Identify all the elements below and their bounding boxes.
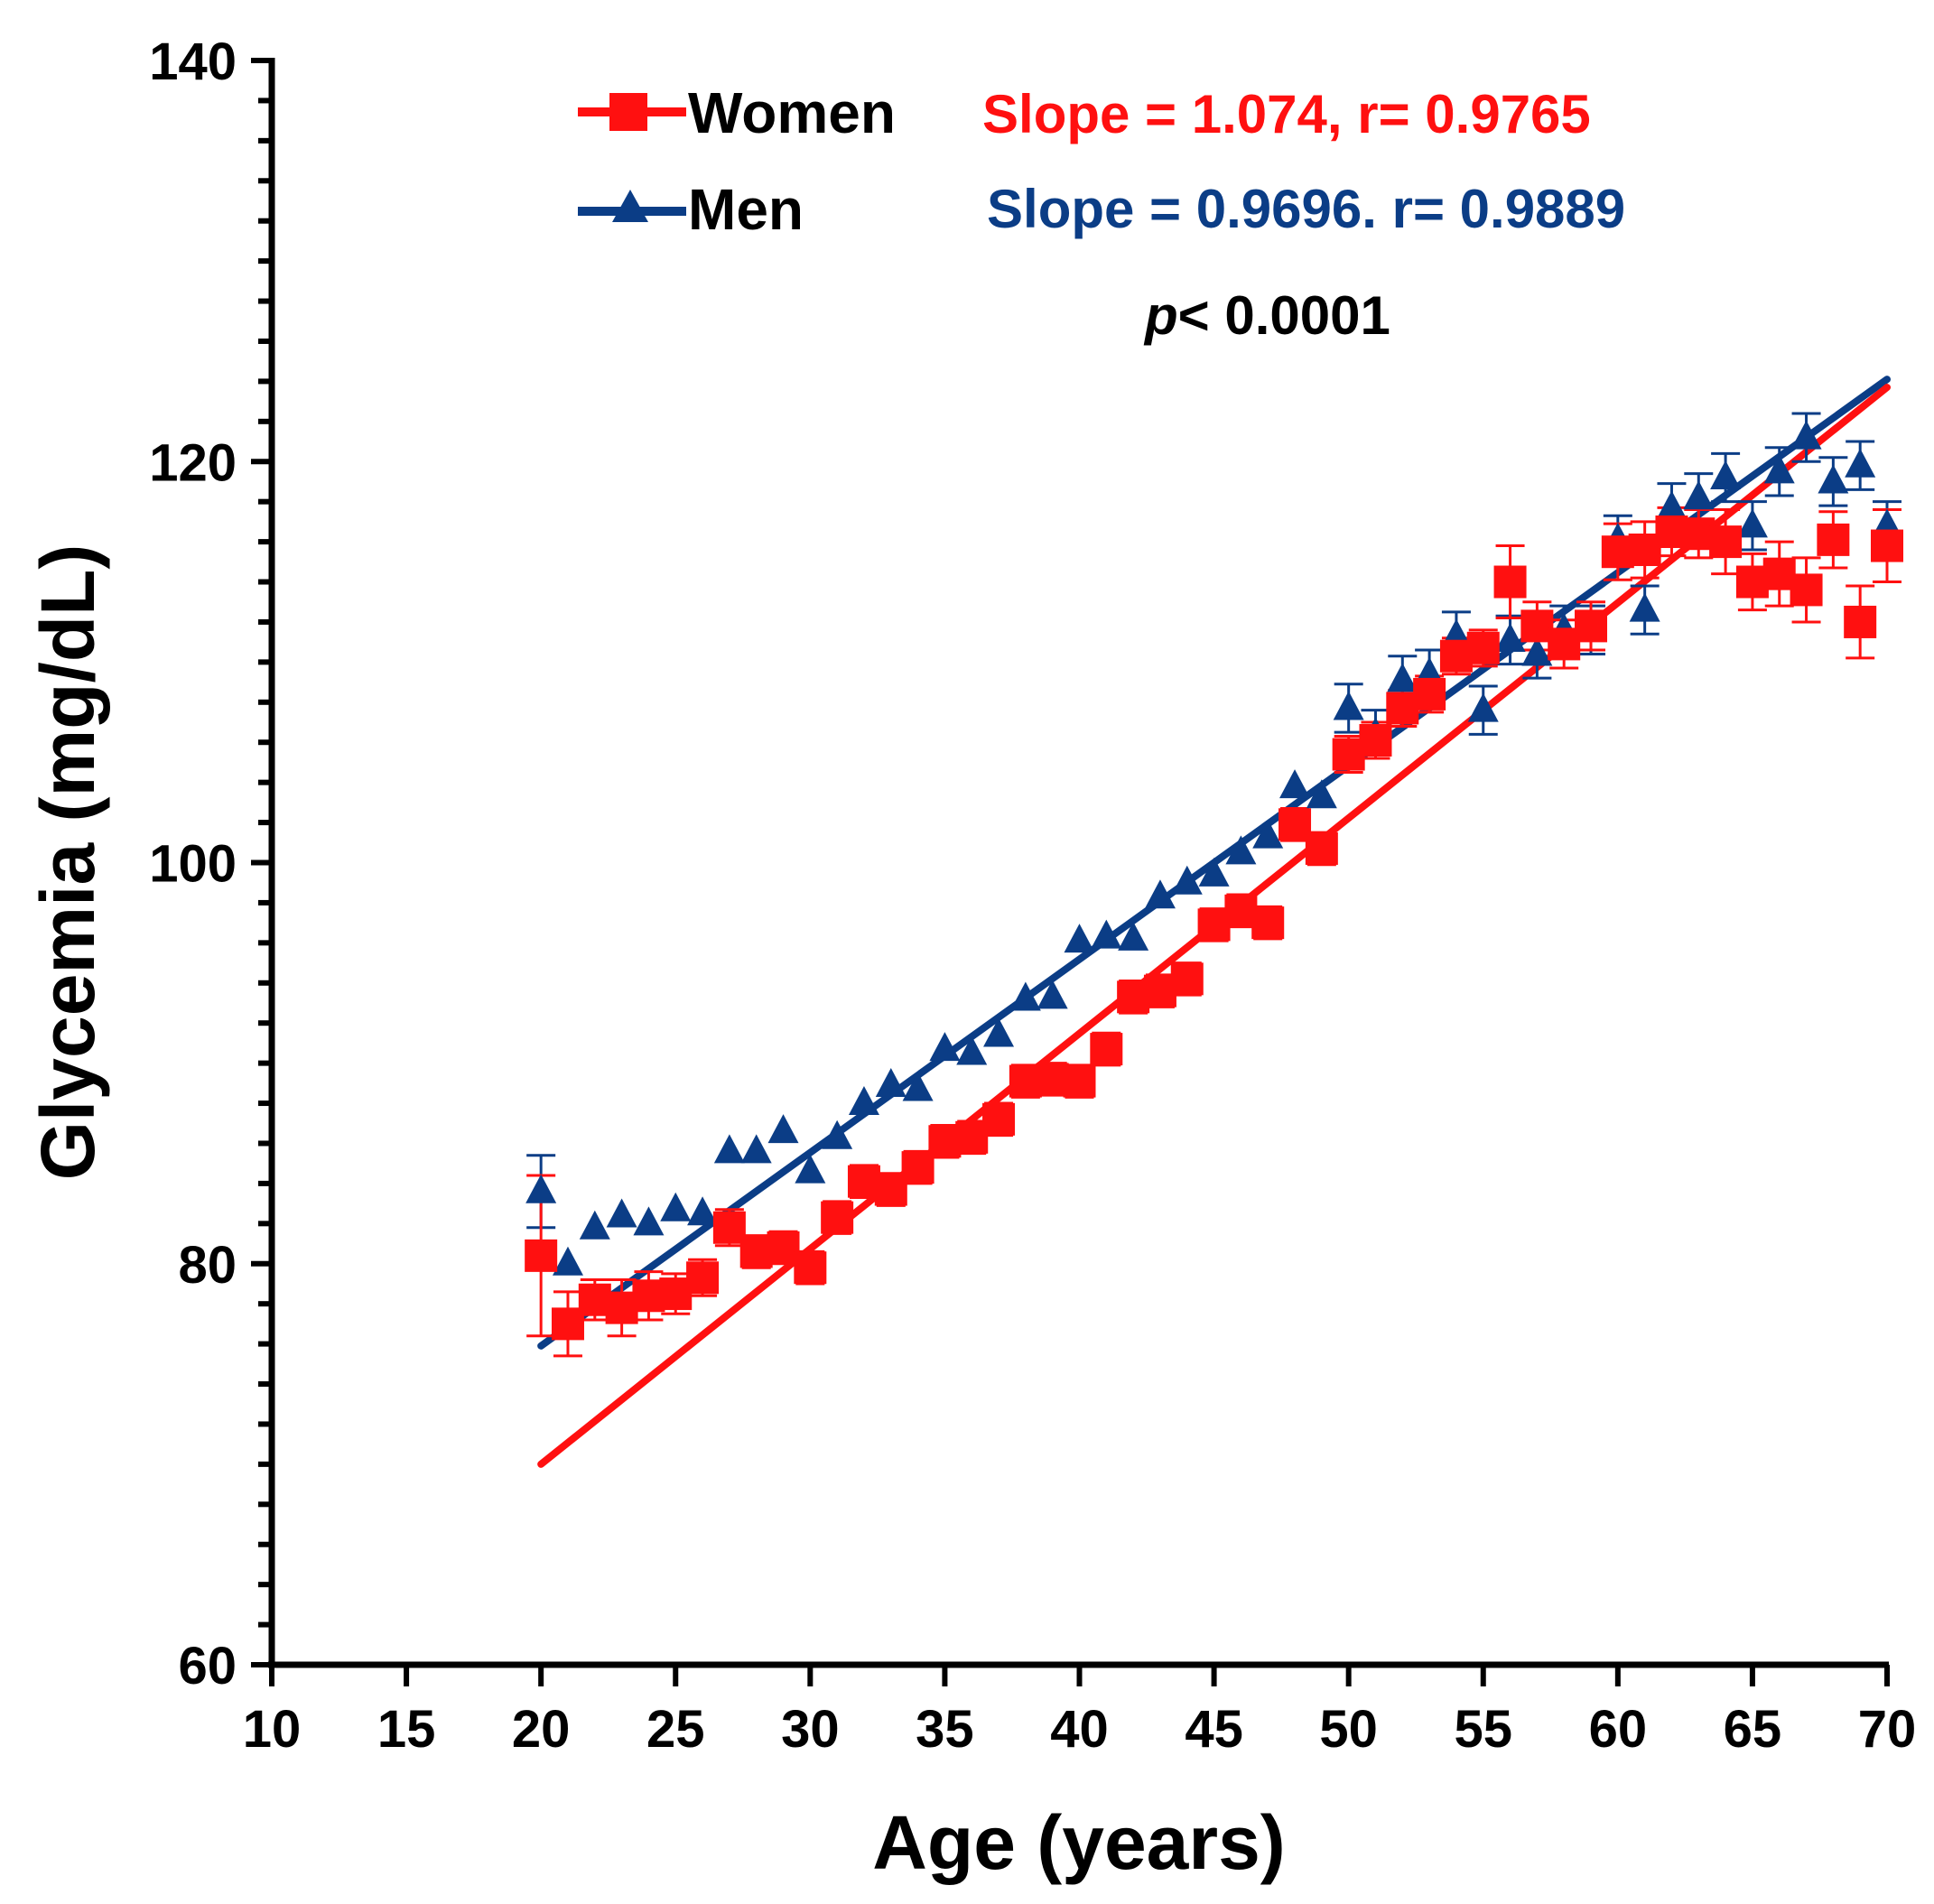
women-data-point	[982, 1102, 1016, 1136]
men-data-point	[848, 1086, 879, 1116]
x-tick-label: 15	[377, 1700, 436, 1759]
men-data-point	[929, 1032, 961, 1062]
men-data-point	[1521, 636, 1553, 666]
men-data-point	[1736, 508, 1768, 538]
x-tick-label: 60	[1589, 1700, 1648, 1759]
men-data-point	[1790, 420, 1822, 450]
men-data-point	[1252, 819, 1284, 849]
legend: Women Slope = 1.074, r= 0.9765 Men Slope…	[578, 80, 1625, 346]
women-slope-annotation: Slope = 1.074, r= 0.9765	[982, 84, 1591, 144]
women-data-point	[1359, 724, 1392, 757]
y-tick-label: 60	[178, 1637, 237, 1695]
men-data-point	[1198, 857, 1230, 887]
men-data-point	[1656, 490, 1688, 520]
women-data-point	[1575, 609, 1608, 643]
men-data-point	[552, 1246, 583, 1276]
men-data-point	[1009, 981, 1041, 1011]
men-data-point	[956, 1036, 988, 1065]
women-data-point	[821, 1201, 854, 1234]
women-data-point	[1709, 525, 1743, 559]
women-data-point	[1170, 962, 1204, 996]
men-data-point	[767, 1114, 799, 1144]
x-tick-label: 65	[1724, 1700, 1782, 1759]
men-data-point	[1171, 865, 1203, 895]
women-data-point	[1466, 631, 1500, 664]
legend-item-women: Women Slope = 1.074, r= 0.9765	[578, 80, 1591, 145]
men-data-point	[1683, 480, 1715, 510]
women-data-point	[1844, 605, 1877, 638]
men-data-point	[1387, 663, 1418, 692]
x-tick-label: 35	[916, 1700, 974, 1759]
women-data-point	[1790, 573, 1823, 607]
men-data-point	[579, 1210, 610, 1240]
men-data-point	[1118, 921, 1149, 951]
men-slope-annotation: Slope = 0.9696. r= 0.9889	[987, 179, 1625, 239]
x-tick-label: 30	[781, 1700, 840, 1759]
x-tick-label: 50	[1319, 1700, 1378, 1759]
men-data-point	[633, 1206, 665, 1236]
men-data-point	[1494, 622, 1526, 652]
men-data-point	[1845, 448, 1876, 478]
y-tick-label: 140	[149, 33, 237, 91]
men-data-point	[1144, 879, 1176, 909]
men-data-point	[1279, 769, 1311, 799]
women-data-point	[1063, 1064, 1096, 1098]
women-data-point	[525, 1239, 558, 1272]
y-axis-title: Glycemia (mg/dL)	[25, 544, 110, 1181]
men-data-point	[1629, 592, 1660, 622]
legend-item-men: Men Slope = 0.9696. r= 0.9889	[578, 177, 1625, 242]
men-data-point	[1091, 919, 1122, 949]
y-tick-label: 120	[149, 433, 237, 492]
men-data-point	[1037, 980, 1068, 1009]
x-tick-label: 70	[1858, 1700, 1917, 1759]
men-data-point	[606, 1198, 637, 1228]
men-data-point	[795, 1154, 826, 1184]
women-data-point	[794, 1251, 827, 1285]
women-data-point	[1090, 1033, 1123, 1066]
men-data-point	[875, 1068, 907, 1098]
women-data-point	[1413, 677, 1446, 711]
y-tick-label: 80	[178, 1236, 237, 1295]
men-data-point	[1064, 924, 1095, 953]
women-data-point	[1871, 529, 1903, 562]
men-data-point	[660, 1192, 692, 1221]
men-data-point	[1710, 460, 1742, 490]
legend-women-label: Women	[688, 80, 896, 145]
legend-men-triangle-icon	[612, 190, 648, 222]
men-data-point	[902, 1072, 934, 1101]
x-tick-label: 55	[1454, 1700, 1512, 1759]
women-data-point	[1817, 523, 1850, 556]
men-data-point	[822, 1119, 853, 1149]
p-value-text: < 0.0001	[1178, 285, 1390, 346]
women-data-point	[1305, 831, 1338, 865]
men-data-point	[1333, 691, 1364, 720]
p-value-annotation: p< 0.0001	[1143, 285, 1390, 346]
men-data-point	[687, 1196, 719, 1226]
men-data-point	[1763, 454, 1795, 484]
x-tick-label: 10	[243, 1700, 302, 1759]
men-data-point	[1467, 692, 1499, 722]
legend-women-square-icon	[609, 93, 647, 131]
x-tick-label: 20	[512, 1700, 571, 1759]
y-tick-label: 100	[149, 835, 237, 894]
x-tick-label: 25	[646, 1700, 705, 1759]
men-data-point	[1306, 779, 1337, 809]
legend-men-label: Men	[688, 177, 804, 242]
men-data-point	[713, 1134, 745, 1164]
women-data-point	[1493, 565, 1527, 599]
men-data-point	[1225, 835, 1257, 865]
men-data-point	[1818, 464, 1849, 494]
p-value-symbol: p	[1143, 285, 1178, 346]
x-tick-label: 40	[1050, 1700, 1109, 1759]
x-axis-title: Age (years)	[872, 1800, 1286, 1885]
women-data-point	[1251, 906, 1285, 940]
x-tick-label: 45	[1185, 1700, 1243, 1759]
men-data-point	[525, 1174, 557, 1203]
men-data-point	[983, 1017, 1015, 1047]
men-data-point	[740, 1134, 772, 1164]
women-data-point	[686, 1261, 720, 1295]
